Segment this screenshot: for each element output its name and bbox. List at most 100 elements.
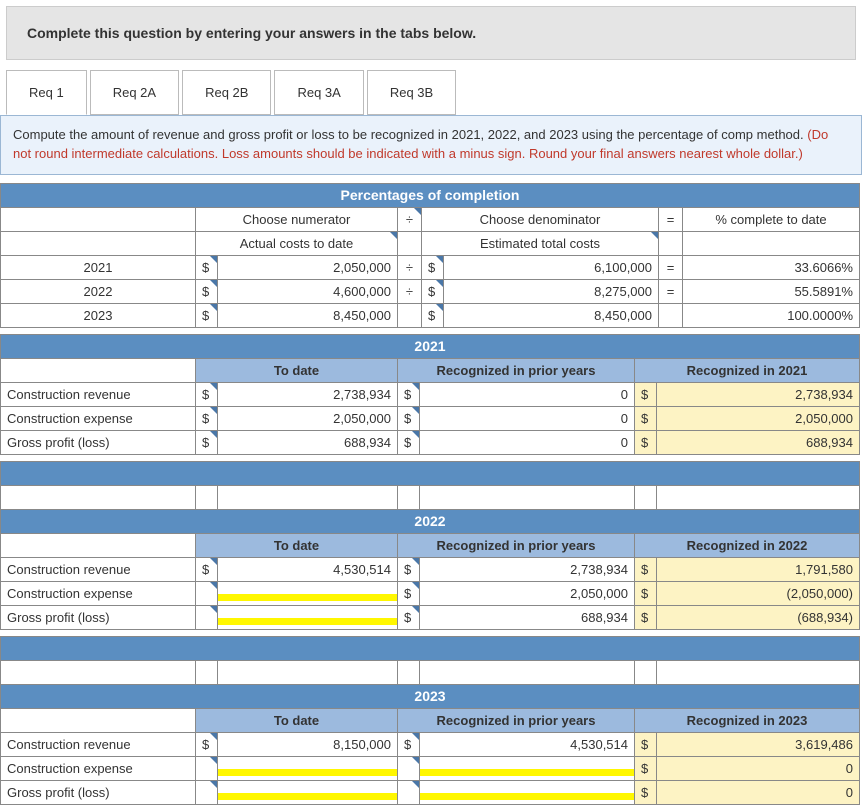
gross-recognized: 688,934 (657, 430, 860, 454)
gross-to-date[interactable] (218, 780, 398, 804)
expense-prior[interactable]: 2,050,000 (420, 581, 635, 605)
currency-symbol[interactable] (196, 581, 218, 605)
poc-year: 2022 (1, 279, 196, 303)
poc-numerator-value[interactable]: 4,600,000 (218, 279, 398, 303)
revenue-to-date[interactable]: 2,738,934 (218, 382, 398, 406)
poc-pct-value: 55.5891% (683, 279, 860, 303)
tab-req-2b[interactable]: Req 2B (182, 70, 271, 115)
revenue-prior[interactable]: 4,530,514 (420, 732, 635, 756)
expense-to-date[interactable] (218, 581, 398, 605)
tab-req-3a[interactable]: Req 3A (274, 70, 363, 115)
expense-recognized: 2,050,000 (657, 406, 860, 430)
prompt-main-text: Compute the amount of revenue and gross … (13, 127, 807, 142)
currency-symbol[interactable]: $ (196, 430, 218, 454)
revenue-prior[interactable]: 0 (420, 382, 635, 406)
gross-recognized: (688,934) (657, 605, 860, 629)
currency-symbol: $ (635, 557, 657, 581)
blank-cell (1, 207, 196, 231)
prompt-box: Compute the amount of revenue and gross … (0, 115, 862, 175)
revenue-to-date[interactable]: 8,150,000 (218, 732, 398, 756)
col-to-date: To date (196, 708, 398, 732)
currency-symbol[interactable]: $ (422, 303, 444, 327)
blank-cell (683, 231, 860, 255)
blank-cell (1, 533, 196, 557)
expense-to-date[interactable]: 2,050,000 (218, 406, 398, 430)
currency-symbol[interactable] (398, 780, 420, 804)
row-label-expense: Construction expense (1, 756, 196, 780)
currency-symbol[interactable]: $ (196, 255, 218, 279)
instruction-banner: Complete this question by entering your … (6, 6, 856, 60)
gross-prior[interactable]: 688,934 (420, 605, 635, 629)
year-table-2022: 2022To dateRecognized in prior yearsReco… (0, 461, 860, 630)
equals-symbol (659, 303, 683, 327)
gross-to-date[interactable] (218, 605, 398, 629)
poc-sub-denominator[interactable]: Estimated total costs (422, 231, 659, 255)
expense-prior[interactable] (420, 756, 635, 780)
equals-symbol: = (659, 279, 683, 303)
row-label-gross: Gross profit (loss) (1, 430, 196, 454)
revenue-to-date[interactable]: 4,530,514 (218, 557, 398, 581)
currency-symbol[interactable] (196, 605, 218, 629)
currency-symbol[interactable]: $ (196, 279, 218, 303)
col-recognized: Recognized in 2021 (635, 358, 860, 382)
year-table-2021: 2021To dateRecognized in prior yearsReco… (0, 334, 860, 455)
gross-prior[interactable] (420, 780, 635, 804)
currency-symbol[interactable]: $ (398, 430, 420, 454)
currency-symbol[interactable] (398, 756, 420, 780)
poc-pct-header: % complete to date (683, 207, 860, 231)
tab-req-2a[interactable]: Req 2A (90, 70, 179, 115)
poc-table: Percentages of completion Choose numerat… (0, 183, 860, 328)
revenue-recognized: 1,791,580 (657, 557, 860, 581)
currency-symbol[interactable] (196, 780, 218, 804)
poc-divide-header[interactable]: ÷ (398, 207, 422, 231)
currency-symbol[interactable]: $ (398, 732, 420, 756)
instruction-text: Complete this question by entering your … (27, 25, 476, 41)
revenue-recognized: 2,738,934 (657, 382, 860, 406)
poc-numerator-header: Choose numerator (196, 207, 398, 231)
currency-symbol[interactable]: $ (196, 303, 218, 327)
poc-denominator-value[interactable]: 8,275,000 (444, 279, 659, 303)
poc-denominator-header: Choose denominator (422, 207, 659, 231)
poc-title: Percentages of completion (1, 183, 860, 207)
poc-numerator-value[interactable]: 2,050,000 (218, 255, 398, 279)
gross-to-date[interactable]: 688,934 (218, 430, 398, 454)
currency-symbol[interactable]: $ (196, 406, 218, 430)
row-label-expense: Construction expense (1, 581, 196, 605)
row-label-revenue: Construction revenue (1, 557, 196, 581)
poc-denominator-value[interactable]: 6,100,000 (444, 255, 659, 279)
currency-symbol[interactable] (196, 756, 218, 780)
currency-symbol[interactable]: $ (398, 406, 420, 430)
currency-symbol[interactable]: $ (422, 255, 444, 279)
blank-cell (659, 231, 683, 255)
currency-symbol: $ (635, 406, 657, 430)
tab-bar: Req 1Req 2AReq 2BReq 3AReq 3B (6, 70, 862, 115)
currency-symbol: $ (635, 756, 657, 780)
currency-symbol[interactable]: $ (196, 382, 218, 406)
row-label-revenue: Construction revenue (1, 732, 196, 756)
year-header: 2022 (1, 509, 860, 533)
currency-symbol[interactable]: $ (398, 581, 420, 605)
poc-numerator-value[interactable]: 8,450,000 (218, 303, 398, 327)
currency-symbol[interactable]: $ (196, 557, 218, 581)
expense-recognized: (2,050,000) (657, 581, 860, 605)
gross-recognized: 0 (657, 780, 860, 804)
expense-to-date[interactable] (218, 756, 398, 780)
year-header: 2023 (1, 684, 860, 708)
year-header: 2021 (1, 334, 860, 358)
currency-symbol[interactable]: $ (398, 605, 420, 629)
currency-symbol[interactable]: $ (196, 732, 218, 756)
equals-symbol: = (659, 255, 683, 279)
currency-symbol[interactable]: $ (422, 279, 444, 303)
poc-equals-header: = (659, 207, 683, 231)
currency-symbol[interactable]: $ (398, 382, 420, 406)
tab-req-3b[interactable]: Req 3B (367, 70, 456, 115)
revenue-recognized: 3,619,486 (657, 732, 860, 756)
revenue-prior[interactable]: 2,738,934 (420, 557, 635, 581)
row-label-gross: Gross profit (loss) (1, 605, 196, 629)
poc-denominator-value[interactable]: 8,450,000 (444, 303, 659, 327)
expense-prior[interactable]: 0 (420, 406, 635, 430)
gross-prior[interactable]: 0 (420, 430, 635, 454)
tab-req-1[interactable]: Req 1 (6, 70, 87, 115)
poc-sub-numerator[interactable]: Actual costs to date (196, 231, 398, 255)
currency-symbol[interactable]: $ (398, 557, 420, 581)
